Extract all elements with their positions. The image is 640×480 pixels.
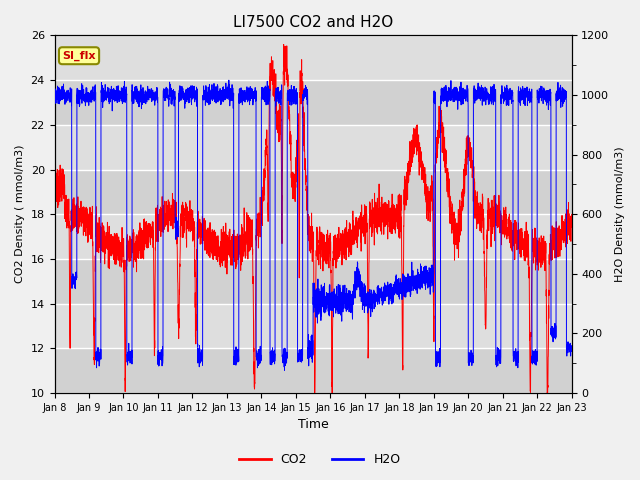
Bar [54, 259, 572, 304]
Y-axis label: H2O Density (mmol/m3): H2O Density (mmol/m3) [615, 146, 625, 282]
Bar [54, 304, 572, 348]
X-axis label: Time: Time [298, 419, 328, 432]
Bar [54, 36, 572, 80]
Bar [54, 214, 572, 259]
Bar [54, 169, 572, 214]
Bar [54, 348, 572, 393]
Bar [54, 125, 572, 169]
Legend: CO2, H2O: CO2, H2O [234, 448, 406, 471]
Y-axis label: CO2 Density ( mmol/m3): CO2 Density ( mmol/m3) [15, 145, 25, 284]
Text: SI_flx: SI_flx [62, 50, 96, 61]
Title: LI7500 CO2 and H2O: LI7500 CO2 and H2O [233, 15, 393, 30]
Bar [54, 80, 572, 125]
